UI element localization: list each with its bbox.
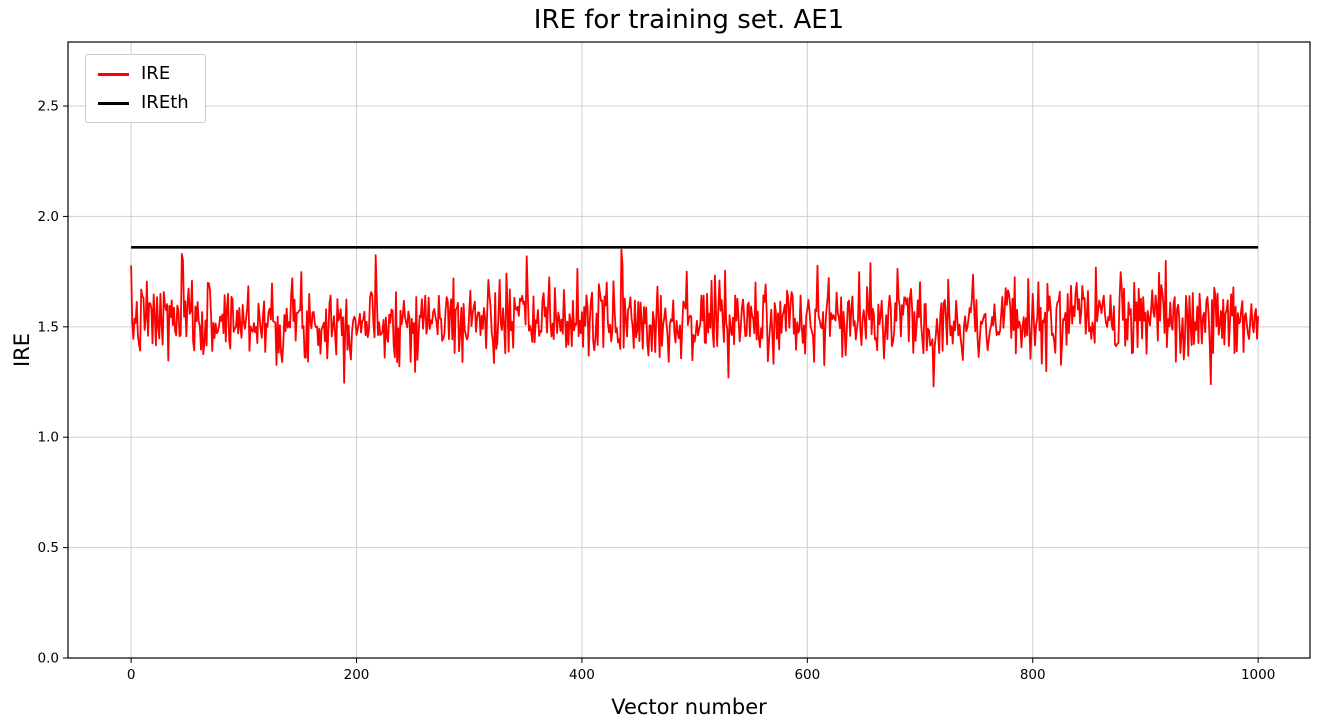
- svg-text:400: 400: [569, 667, 595, 683]
- legend: IRE IREth: [85, 54, 206, 123]
- svg-text:0.5: 0.5: [38, 540, 59, 556]
- svg-text:0.0: 0.0: [38, 651, 59, 667]
- chart-title: IRE for training set. AE1: [533, 5, 845, 35]
- legend-item-ireth: IREth: [98, 93, 189, 113]
- svg-text:2.0: 2.0: [38, 209, 59, 225]
- svg-text:800: 800: [1020, 667, 1046, 683]
- svg-text:600: 600: [794, 667, 820, 683]
- svg-text:1.0: 1.0: [38, 430, 59, 446]
- legend-line-ire-icon: [98, 72, 129, 76]
- x-axis-label: Vector number: [611, 695, 767, 719]
- svg-text:1000: 1000: [1241, 667, 1275, 683]
- svg-text:0: 0: [127, 667, 136, 683]
- legend-label-ire: IRE: [141, 63, 171, 84]
- svg-text:2.5: 2.5: [38, 99, 59, 115]
- svg-text:200: 200: [344, 667, 370, 683]
- legend-item-ire: IRE: [98, 64, 189, 84]
- svg-text:1.5: 1.5: [38, 319, 59, 335]
- legend-line-ireth-icon: [98, 101, 129, 105]
- legend-label-ireth: IREth: [141, 92, 189, 113]
